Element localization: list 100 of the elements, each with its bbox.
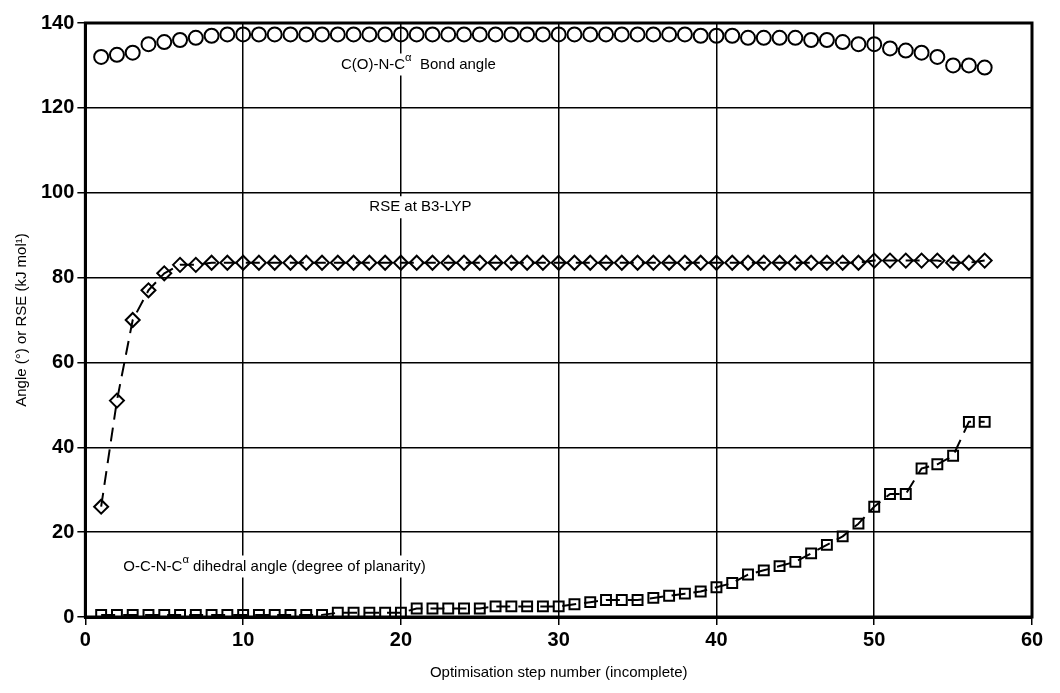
point xyxy=(678,587,691,600)
point xyxy=(505,600,518,613)
point xyxy=(156,265,173,282)
point xyxy=(298,26,315,43)
annotation: RSE at B3-LYP xyxy=(369,197,472,215)
point xyxy=(740,29,757,46)
point xyxy=(536,600,549,613)
point xyxy=(456,26,473,43)
point xyxy=(219,26,236,43)
point xyxy=(379,606,392,617)
point xyxy=(266,254,283,271)
point xyxy=(410,602,423,615)
point xyxy=(140,36,157,53)
point xyxy=(408,254,425,271)
point xyxy=(647,591,660,604)
y-tick-label: 100 xyxy=(40,180,75,203)
point xyxy=(868,500,881,513)
point xyxy=(550,254,567,271)
x-tick-label: 0 xyxy=(79,627,91,650)
point xyxy=(172,31,189,48)
point xyxy=(757,564,770,577)
point xyxy=(787,29,804,46)
point xyxy=(915,462,928,475)
point xyxy=(361,254,378,271)
point xyxy=(787,254,804,271)
x-tick-label: 30 xyxy=(547,627,570,650)
x-tick-label: 40 xyxy=(705,627,728,650)
point xyxy=(818,254,835,271)
point xyxy=(331,606,344,617)
point xyxy=(266,26,283,43)
point xyxy=(503,254,520,271)
point xyxy=(789,555,802,568)
point xyxy=(471,254,488,271)
point xyxy=(489,600,502,613)
point xyxy=(929,252,946,269)
point xyxy=(945,57,962,74)
x-tick-label: 50 xyxy=(863,627,886,650)
point xyxy=(771,254,788,271)
point xyxy=(345,254,362,271)
point xyxy=(661,26,678,43)
point xyxy=(931,458,944,471)
point xyxy=(282,26,299,43)
point xyxy=(250,26,267,43)
point xyxy=(408,26,425,43)
point xyxy=(755,254,772,271)
y-tick-label: 0 xyxy=(63,604,75,627)
point xyxy=(550,26,567,43)
point xyxy=(834,254,851,271)
point xyxy=(108,46,125,63)
point xyxy=(203,27,220,44)
point xyxy=(676,254,693,271)
point xyxy=(726,577,739,590)
y-tick-label: 60 xyxy=(52,349,75,372)
point xyxy=(724,254,741,271)
point xyxy=(187,29,204,46)
point xyxy=(361,26,378,43)
point xyxy=(250,254,267,271)
point xyxy=(440,254,457,271)
point xyxy=(566,254,583,271)
point xyxy=(426,602,439,615)
point xyxy=(850,254,867,271)
point xyxy=(377,26,394,43)
point xyxy=(314,254,331,271)
point xyxy=(187,256,204,273)
point xyxy=(424,26,441,43)
point xyxy=(978,415,991,428)
point xyxy=(882,252,899,269)
point xyxy=(124,312,141,328)
point xyxy=(108,392,125,409)
point xyxy=(852,517,865,530)
point xyxy=(820,538,833,551)
point xyxy=(471,26,488,43)
point xyxy=(663,589,676,602)
point xyxy=(613,254,630,271)
point xyxy=(503,26,520,43)
point xyxy=(645,254,662,271)
point xyxy=(818,31,835,48)
point xyxy=(805,547,818,560)
point xyxy=(692,27,709,44)
point xyxy=(708,254,725,271)
point xyxy=(884,488,896,500)
x-tick-label: 20 xyxy=(389,627,413,650)
point xyxy=(345,26,362,43)
point xyxy=(568,598,581,611)
point xyxy=(947,449,960,462)
point xyxy=(487,26,504,43)
point xyxy=(866,252,883,269)
point xyxy=(976,59,993,76)
point xyxy=(708,27,725,44)
point xyxy=(836,530,849,543)
y-tick-label: 40 xyxy=(52,434,75,457)
point xyxy=(203,254,220,271)
y-tick-label: 20 xyxy=(52,519,75,542)
point xyxy=(519,26,536,43)
point xyxy=(584,596,597,609)
point xyxy=(458,602,470,615)
point xyxy=(282,254,299,271)
point xyxy=(976,252,993,269)
point xyxy=(521,600,534,613)
point xyxy=(803,31,820,48)
